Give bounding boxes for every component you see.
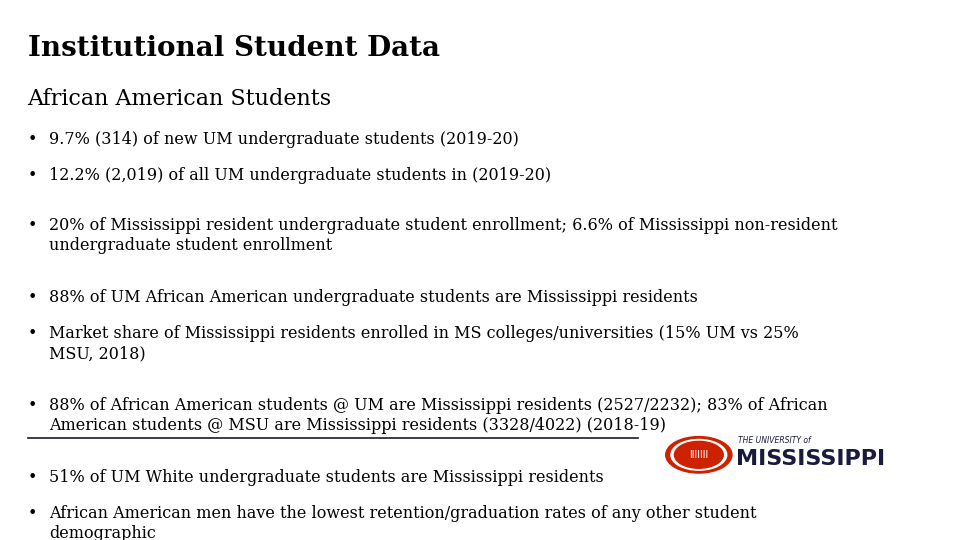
Text: 51% of UM White undergraduate students are Mississippi residents: 51% of UM White undergraduate students a… (49, 469, 604, 486)
Text: •: • (28, 289, 36, 306)
Text: lllllll: lllllll (689, 450, 708, 460)
Circle shape (665, 437, 732, 473)
Text: •: • (28, 505, 36, 522)
Text: •: • (28, 469, 36, 486)
Text: •: • (28, 131, 36, 148)
Text: MISSISSIPPI: MISSISSIPPI (736, 449, 885, 469)
Text: African American Students: African American Students (28, 88, 331, 110)
Text: •: • (28, 217, 36, 234)
Text: Institutional Student Data: Institutional Student Data (28, 35, 440, 62)
Circle shape (675, 441, 723, 468)
Text: Market share of Mississippi residents enrolled in MS colleges/universities (15% : Market share of Mississippi residents en… (49, 325, 799, 362)
Text: 88% of African American students @ UM are Mississippi residents (2527/2232); 83%: 88% of African American students @ UM ar… (49, 397, 828, 434)
Text: THE UNIVERSITY of: THE UNIVERSITY of (738, 436, 810, 446)
Circle shape (671, 440, 727, 470)
Text: •: • (28, 167, 36, 184)
Text: •: • (28, 397, 36, 414)
Text: 9.7% (314) of new UM undergraduate students (2019-20): 9.7% (314) of new UM undergraduate stude… (49, 131, 519, 148)
Text: 88% of UM African American undergraduate students are Mississippi residents: 88% of UM African American undergraduate… (49, 289, 698, 306)
Text: 12.2% (2,019) of all UM undergraduate students in (2019-20): 12.2% (2,019) of all UM undergraduate st… (49, 167, 551, 184)
Text: African American men have the lowest retention/graduation rates of any other stu: African American men have the lowest ret… (49, 505, 756, 540)
Text: 20% of Mississippi resident undergraduate student enrollment; 6.6% of Mississipp: 20% of Mississippi resident undergraduat… (49, 217, 838, 254)
Text: •: • (28, 325, 36, 342)
